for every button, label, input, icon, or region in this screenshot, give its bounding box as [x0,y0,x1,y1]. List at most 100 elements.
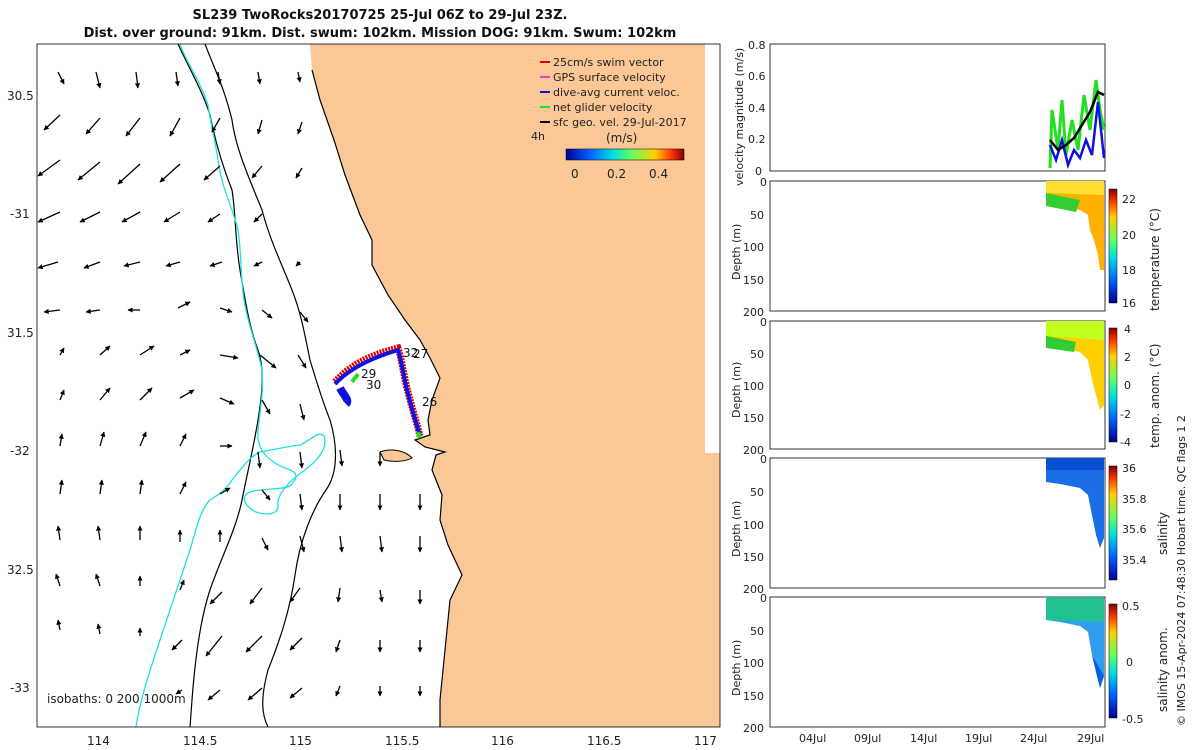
svg-text:150: 150 [743,412,764,425]
lat-tick-32.5: 32.5 [7,563,34,577]
isobath-0m [135,44,326,727]
legend-dive-avg-current: dive-avg current veloc. [553,86,680,99]
plot-title-line1: SL239 TwoRocks20170725 25-Jul 06Z to 29-… [192,8,568,23]
salinity-yticks: 0 50 100 150 200 [743,453,767,596]
lon-tick-114: 114 [87,734,110,748]
svg-text:22: 22 [1122,193,1136,206]
svg-text:0: 0 [760,453,767,466]
salinity-cbar-label: salinity [1156,512,1170,555]
temperature-ylabel: Depth (m) [730,224,743,280]
temperature-yticks: 0 50 100 150 200 [743,176,767,319]
svg-text:50: 50 [750,486,764,499]
isobaths-label: isobaths: 0 200 1000m [47,692,186,706]
velocity-yticks: 0 0.2 0.4 0.6 0.8 [748,39,766,178]
svg-text:150: 150 [743,551,764,564]
glider-track [332,343,424,439]
svg-text:35.4: 35.4 [1122,554,1147,567]
svg-text:14Jul: 14Jul [910,732,937,745]
svg-text:100: 100 [743,519,764,532]
legend-gps-velocity: GPS surface velocity [553,71,666,84]
lon-tick-116: 116 [491,734,514,748]
svg-text:0.2: 0.2 [748,133,766,146]
lon-tick-115.5: 115.5 [385,734,419,748]
plot-title-line2: Dist. over ground: 91km. Dist. swum: 102… [83,26,677,41]
speed-colorbar [565,148,685,161]
svg-text:-0.5: -0.5 [1122,713,1143,726]
svg-text:20: 20 [1122,229,1136,242]
svg-text:200: 200 [743,306,764,319]
temp-anom-cbar-ticks: 4 2 0 -2 -4 [1120,323,1131,449]
salinity-ylabel: Depth (m) [730,501,743,557]
svg-text:0: 0 [760,316,767,329]
svg-text:18: 18 [1122,264,1136,277]
temp-anom-panel[interactable]: 0 50 100 150 200 Depth (m) 4 2 0 -2 -4 t… [730,316,1162,457]
track-label-26: 26 [422,395,437,409]
lat-axis: 30.5 -31 31.5 -32 32.5 -33 [7,89,34,695]
svg-text:36: 36 [1122,462,1136,475]
svg-text:0: 0 [1126,656,1133,669]
svg-text:100: 100 [743,657,764,670]
time-axis: 04Jul 09Jul 14Jul 19Jul 24Jul 29Jul [799,732,1104,745]
svg-text:100: 100 [743,241,764,254]
legend-net-glider-velocity: net glider velocity [553,101,653,114]
track-label-29: 29 [361,367,376,381]
track-label-32: 32 [403,346,418,360]
svg-text:0.6: 0.6 [748,70,766,83]
colorbar-tick-0.4: 0.4 [649,167,668,181]
track-label-30: 30 [366,378,381,392]
track-labels: 27 32 29 30 26 [361,346,437,409]
svg-text:50: 50 [750,625,764,638]
svg-text:0.5: 0.5 [1122,600,1140,613]
svg-text:24Jul: 24Jul [1020,732,1047,745]
isobath-200m [204,44,337,727]
track-label-27: 27 [413,347,428,361]
temp-anom-ylabel: Depth (m) [730,362,743,418]
land-mass [310,44,720,727]
svg-text:04Jul: 04Jul [799,732,826,745]
svg-text:200: 200 [743,722,764,735]
svg-text:50: 50 [750,209,764,222]
svg-text:150: 150 [743,274,764,287]
svg-text:0.8: 0.8 [748,39,766,52]
lon-axis: 114 114.5 115 115.5 116 116.5 117 [87,734,717,748]
copyright-footer: © IMOS 15-Apr-2024 07:48:30 Hobart time.… [1175,415,1188,726]
salinity-panel[interactable]: 0 50 100 150 200 Depth (m) 36 35.8 35.6 … [730,453,1170,596]
svg-text:-2: -2 [1120,408,1131,421]
lat-tick-33: -33 [10,681,30,695]
temperature-cbar-label: temperature (°C) [1148,208,1162,311]
svg-text:200: 200 [743,444,764,457]
sal-anom-cbar-label: salinity anom. [1156,627,1170,712]
svg-text:29Jul: 29Jul [1077,732,1104,745]
svg-text:50: 50 [750,348,764,361]
svg-text:150: 150 [743,690,764,703]
salinity-cbar-ticks: 36 35.8 35.6 35.4 [1122,462,1147,567]
svg-text:09Jul: 09Jul [854,732,881,745]
lat-tick-32: -32 [10,444,30,458]
svg-text:35.8: 35.8 [1122,493,1147,506]
temperature-panel[interactable]: 0 50 100 150 200 Depth (m) 22 20 18 16 t… [730,176,1162,319]
isobath-1000m [177,44,263,727]
sal-anom-cbar-ticks: 0.5 0 -0.5 [1122,600,1143,726]
map-legend: 25cm/s swim vector GPS surface velocity … [531,56,687,181]
svg-text:0: 0 [760,176,767,189]
svg-text:16: 16 [1122,297,1136,310]
svg-text:0: 0 [755,165,762,178]
temp-anom-yticks: 0 50 100 150 200 [743,316,767,457]
lon-tick-116.5: 116.5 [587,734,621,748]
lat-tick-31.5: 31.5 [7,326,34,340]
colorbar-units: (m/s) [606,131,637,145]
svg-text:-4: -4 [1120,436,1131,449]
map-panel[interactable]: 27 32 29 30 26 25cm/s swim vector GPS su… [7,43,721,748]
lat-tick-31: -31 [10,207,30,221]
sal-anom-panel[interactable]: 0 50 100 150 200 Depth (m) 0.5 0 -0.5 sa… [730,592,1170,735]
velocity-panel[interactable]: 0 0.2 0.4 0.6 0.8 velocity magnitude (m/… [733,39,1106,186]
velocity-ylabel: velocity magnitude (m/s) [733,48,746,186]
colorbar-tick-0.2: 0.2 [607,167,626,181]
sal-anom-yticks: 0 50 100 150 200 [743,592,767,735]
lat-tick-30.5: 30.5 [7,89,34,103]
legend-swim-vector: 25cm/s swim vector [553,56,664,69]
svg-text:0.4: 0.4 [748,102,766,115]
legend-sfc-geo-velocity: sfc geo. vel. 29-Jul-2017 [553,116,687,129]
legend-time-label: 4h [531,130,545,143]
svg-text:2: 2 [1124,351,1131,364]
